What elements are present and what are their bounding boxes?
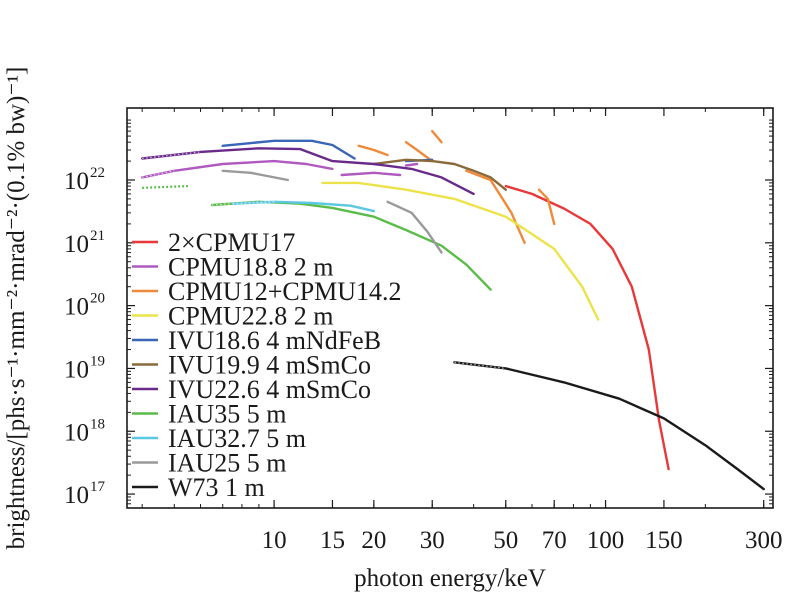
series-line-segment (140, 147, 475, 196)
y-tick-label: 10 (64, 168, 89, 195)
legend-item: IVU22.6 4 mSmCo (132, 375, 371, 404)
series-lines (140, 129, 765, 491)
legend-item: IAU35 5 m (132, 400, 286, 429)
x-tick-label: 300 (745, 527, 783, 554)
legend-item: 2×CPMU17 (132, 228, 295, 257)
legend-label: IAU35 5 m (168, 400, 286, 429)
x-tick-label: 30 (420, 527, 445, 554)
legend-label: IVU22.6 4 mSmCo (168, 375, 371, 404)
series-line-segment (386, 200, 443, 254)
series-dotted-start (142, 151, 201, 160)
x-tick-label: 100 (587, 527, 625, 554)
series-0 (504, 184, 670, 471)
legend-label: 2×CPMU17 (168, 228, 295, 257)
legend-item: CPMU18.8 2 m (132, 253, 333, 282)
x-tick-label: 150 (645, 527, 683, 554)
y-tick-exponent: 22 (90, 165, 105, 181)
series-line-segment (431, 129, 443, 144)
series-8 (231, 200, 376, 213)
series-dotted-lead (142, 184, 189, 189)
y-tick-label: 10 (64, 294, 89, 321)
y-tick-exponent: 21 (90, 228, 105, 244)
series-line-segment (221, 139, 356, 160)
y-tick-exponent: 20 (90, 291, 105, 307)
legend-label: W73 1 m (168, 473, 265, 502)
series-line-segment (504, 184, 670, 471)
y-axis-label: brightness/[phs·s⁻¹·mm⁻²·mrad⁻²·(0.1% bw… (3, 67, 30, 550)
x-tick-label: 10 (262, 527, 287, 554)
y-tick-label: 10 (64, 356, 89, 383)
series-5 (372, 158, 507, 191)
legend-item: CPMU22.8 2 m (132, 302, 333, 331)
y-tick-exponent: 19 (90, 353, 105, 369)
series-10 (453, 361, 765, 491)
legend-item: W73 1 m (132, 473, 265, 502)
series-line-segment (340, 171, 402, 177)
y-tick-label: 10 (64, 231, 89, 258)
y-tick-label: 10 (64, 482, 89, 509)
series-line-segment (221, 169, 289, 182)
series-6 (140, 147, 475, 196)
legend-label: IVU19.9 4 mSmCo (168, 351, 371, 380)
legend-label: IAU25 5 m (168, 449, 286, 478)
series-line-segment (321, 181, 600, 321)
legend-label: CPMU12+CPMU14.2 (168, 277, 402, 306)
series-dotted-start (142, 170, 175, 178)
series-line-segment (465, 169, 526, 245)
x-axis-label: photon energy/keV (354, 565, 546, 592)
legend-item: IVU19.9 4 mSmCo (132, 351, 371, 380)
x-tick-label: 20 (361, 527, 386, 554)
series-line-segment (231, 200, 376, 213)
series-line-segment (404, 162, 419, 167)
x-tick-label: 70 (542, 527, 567, 554)
series-line-segment (372, 158, 507, 191)
series-dotted-start (232, 201, 275, 205)
legend-item: CPMU12+CPMU14.2 (132, 277, 402, 306)
legend-item: IAU32.7 5 m (132, 424, 306, 453)
series-2 (357, 129, 556, 245)
legend-label: CPMU18.8 2 m (168, 253, 333, 282)
y-tick-label: 10 (64, 419, 89, 446)
series-line-segment (537, 188, 556, 226)
legend-label: CPMU22.8 2 m (168, 302, 333, 331)
series-1 (140, 159, 419, 179)
legend-item: IVU18.6 4 mNdFeB (132, 326, 381, 355)
legend-item: IAU25 5 m (132, 449, 286, 478)
x-tick-label: 50 (493, 527, 518, 554)
y-tick-exponent: 18 (90, 416, 105, 432)
legend-label: IAU32.7 5 m (168, 424, 306, 453)
series-line-segment (140, 159, 334, 179)
x-tick-label: 15 (320, 527, 345, 554)
series-line-segment (357, 144, 389, 157)
series-dotted-start (454, 361, 506, 370)
series-line-segment (404, 140, 434, 163)
legend-label: IVU18.6 4 mNdFeB (168, 326, 381, 355)
y-tick-exponent: 17 (90, 479, 106, 495)
series-3 (321, 181, 600, 321)
series-line-segment (453, 361, 765, 491)
series-9 (221, 169, 443, 254)
